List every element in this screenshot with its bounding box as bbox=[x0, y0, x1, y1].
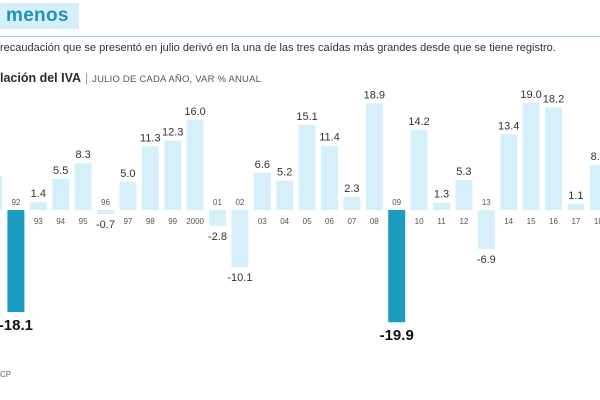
bar-97 bbox=[119, 181, 137, 210]
value-label-15: 19.0 bbox=[520, 89, 541, 101]
category-label-97: 97 bbox=[123, 217, 132, 226]
value-label-18: 8.0 bbox=[591, 151, 600, 163]
category-label-96: 96 bbox=[101, 198, 110, 207]
bar-01 bbox=[209, 210, 226, 226]
category-label-08: 08 bbox=[370, 217, 379, 226]
bar-07 bbox=[343, 197, 361, 210]
category-label-03: 03 bbox=[258, 217, 267, 226]
value-label-08: 18.9 bbox=[364, 89, 385, 101]
chart-title: lación del IVA bbox=[0, 71, 82, 85]
bar-17 bbox=[567, 203, 585, 210]
bar-14 bbox=[500, 134, 518, 210]
value-label-06: 11.4 bbox=[319, 132, 340, 144]
value-label-04: 5.2 bbox=[277, 167, 292, 179]
headline-rule bbox=[0, 36, 600, 37]
value-label-07: 2.3 bbox=[344, 183, 359, 195]
value-label-98: 11.3 bbox=[140, 132, 161, 144]
bar-18 bbox=[589, 164, 600, 210]
bar-05 bbox=[298, 124, 316, 210]
value-label-05: 15.1 bbox=[296, 111, 317, 123]
bar-96 bbox=[97, 210, 114, 214]
value-label-2000: 16.0 bbox=[184, 106, 205, 118]
category-label-95: 95 bbox=[79, 217, 88, 226]
value-label-12: 5.3 bbox=[456, 166, 471, 178]
value-label-16: 18.2 bbox=[543, 93, 564, 105]
bar-06 bbox=[321, 145, 338, 210]
bar-91 bbox=[0, 176, 2, 210]
category-label-14: 14 bbox=[504, 217, 513, 226]
value-label-09: -19.9 bbox=[380, 327, 414, 344]
bar-08 bbox=[365, 103, 383, 210]
value-label-99: 12.3 bbox=[162, 127, 183, 139]
category-label-07: 07 bbox=[347, 217, 356, 226]
category-label-2000: 2000 bbox=[186, 217, 204, 226]
category-label-99: 99 bbox=[168, 217, 177, 226]
bar-98 bbox=[141, 146, 159, 210]
value-label-96: -0.7 bbox=[96, 219, 115, 231]
value-label-94: 5.5 bbox=[53, 165, 68, 177]
chart-title-row: lación del IVA | JULIO DE CADA AÑO, VAR % … bbox=[0, 69, 261, 87]
category-label-06: 06 bbox=[325, 217, 334, 226]
headline: menos bbox=[0, 3, 79, 29]
bar-10 bbox=[410, 129, 428, 210]
value-label-03: 6.6 bbox=[255, 159, 270, 171]
bar-95 bbox=[74, 163, 92, 210]
category-label-17: 17 bbox=[571, 217, 580, 226]
bar-02 bbox=[231, 210, 249, 267]
bar-09 bbox=[388, 210, 406, 323]
category-label-09: 09 bbox=[392, 198, 401, 207]
category-label-11: 11 bbox=[437, 217, 446, 226]
title-separator: | bbox=[85, 71, 89, 85]
chart-subtitle: JULIO DE CADA AÑO, VAR % ANUAL bbox=[92, 74, 262, 85]
bar-12 bbox=[455, 180, 473, 210]
bar-03 bbox=[253, 172, 271, 210]
bar-99 bbox=[164, 140, 182, 210]
category-label-98: 98 bbox=[146, 217, 155, 226]
bar-13 bbox=[477, 210, 495, 249]
category-label-13: 13 bbox=[482, 198, 491, 207]
subtitle: recaudación que se presentó en julio der… bbox=[0, 42, 556, 54]
bar-04 bbox=[276, 180, 294, 210]
source-note: CP bbox=[0, 370, 12, 379]
category-label-18: 18 bbox=[594, 217, 600, 226]
bar-93 bbox=[29, 202, 47, 210]
bar-16 bbox=[545, 107, 562, 210]
value-label-92: -18.1 bbox=[0, 317, 33, 334]
bar-11 bbox=[433, 202, 450, 210]
bar-94 bbox=[52, 178, 70, 210]
category-label-93: 93 bbox=[34, 217, 43, 226]
value-label-02: -10.1 bbox=[227, 272, 252, 284]
value-label-10: 14.2 bbox=[408, 116, 429, 128]
value-label-01: -2.8 bbox=[208, 231, 227, 243]
category-label-16: 16 bbox=[549, 217, 558, 226]
category-label-02: 02 bbox=[235, 198, 244, 207]
category-label-12: 12 bbox=[459, 217, 468, 226]
category-label-01: 01 bbox=[213, 198, 222, 207]
bar-92 bbox=[7, 210, 25, 313]
value-label-13: -6.9 bbox=[477, 254, 496, 266]
category-label-92: 92 bbox=[11, 198, 20, 207]
category-label-10: 10 bbox=[415, 217, 424, 226]
value-label-11: 1.3 bbox=[434, 189, 449, 201]
value-label-17: 1.1 bbox=[568, 190, 583, 202]
category-label-15: 15 bbox=[527, 217, 536, 226]
bar-15 bbox=[522, 102, 540, 210]
value-label-93: 1.4 bbox=[31, 188, 46, 200]
value-label-97: 5.0 bbox=[120, 168, 135, 180]
bar-2000 bbox=[186, 119, 204, 210]
category-label-94: 94 bbox=[56, 217, 65, 226]
value-label-14: 13.4 bbox=[498, 120, 519, 132]
value-label-95: 8.3 bbox=[75, 149, 90, 161]
category-label-05: 05 bbox=[303, 217, 312, 226]
category-label-04: 04 bbox=[280, 217, 289, 226]
